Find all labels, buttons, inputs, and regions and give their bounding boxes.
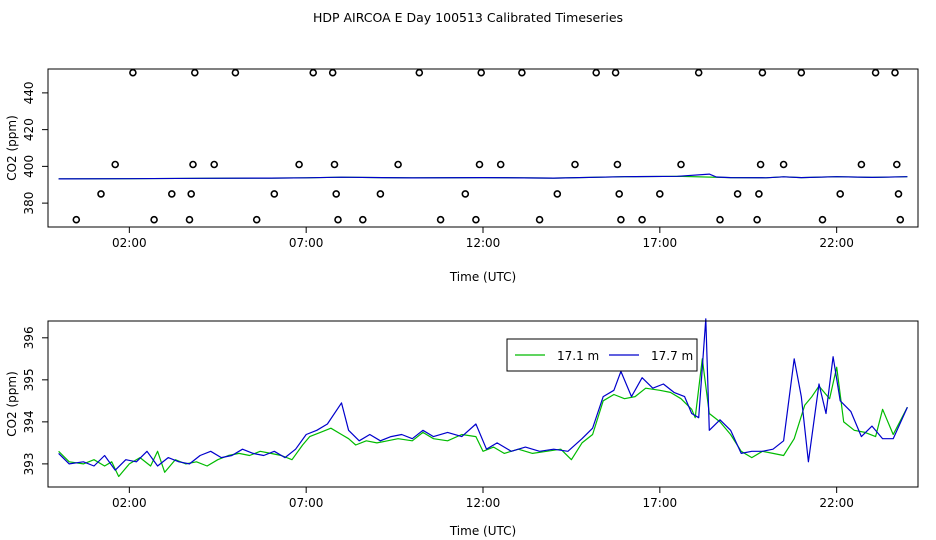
scatter-point xyxy=(617,215,625,224)
scatter-point xyxy=(756,160,765,169)
scatter-point xyxy=(328,68,337,77)
scatter-point xyxy=(252,215,261,224)
x-tick-label: 07:00 xyxy=(289,496,324,510)
legend-label-17-7m: 17.7 m xyxy=(651,349,693,363)
scatter-point xyxy=(694,68,703,77)
scatter-point xyxy=(571,160,579,169)
scatter-point xyxy=(129,68,137,77)
panel-top-y-axis-label: CO2 (ppm) xyxy=(5,115,19,181)
scatter-point xyxy=(518,68,526,77)
x-tick-label: 17:00 xyxy=(643,236,678,250)
x-tick-label: 12:00 xyxy=(466,236,501,250)
scatter-point xyxy=(779,160,788,169)
panel-top-y-axis: 380 400 420 440 xyxy=(22,81,48,215)
x-tick-label: 12:00 xyxy=(466,496,501,510)
scatter-point xyxy=(733,190,742,198)
scatter-point xyxy=(72,215,81,224)
scatter-point xyxy=(818,215,827,224)
scatter-point xyxy=(150,215,158,224)
y-tick-label: 396 xyxy=(22,326,36,349)
scatter-point xyxy=(857,160,866,169)
scatter-point xyxy=(613,160,622,169)
y-tick-label: 394 xyxy=(22,410,36,433)
scatter-point xyxy=(758,68,767,77)
scatter-point xyxy=(592,68,601,77)
scatter-point xyxy=(896,215,905,224)
legend-label-17-1m: 17.1 m xyxy=(557,349,599,363)
scatter-point xyxy=(797,68,806,77)
x-tick-label: 07:00 xyxy=(289,236,324,250)
scatter-point xyxy=(376,190,385,198)
panel-top-marks xyxy=(58,68,908,224)
scatter-point xyxy=(270,190,279,198)
scatter-point xyxy=(892,160,901,169)
scatter-point xyxy=(716,215,724,224)
scatter-point xyxy=(611,68,620,77)
scatter-point xyxy=(111,160,119,169)
y-tick-label: 400 xyxy=(22,155,36,178)
panel-top-x-axis: 02:00 07:00 12:00 17:00 22:00 xyxy=(112,227,854,250)
scatter-point xyxy=(871,68,880,77)
series-line-1-3 xyxy=(58,173,908,180)
scatter-point xyxy=(836,190,845,198)
scatter-point xyxy=(477,68,486,77)
y-tick-label: 440 xyxy=(22,81,36,104)
scatter-point xyxy=(615,190,624,198)
panel-top: 02:00 07:00 12:00 17:00 22:00 380 400 420 440 T… xyxy=(5,68,919,284)
scatter-point xyxy=(295,160,303,169)
scatter-point xyxy=(394,160,402,169)
x-tick-label: 22:00 xyxy=(819,496,854,510)
scatter-point xyxy=(475,160,484,169)
scatter-point xyxy=(436,215,445,224)
scatter-point xyxy=(210,160,218,169)
series-line-2-1 xyxy=(58,358,908,478)
y-tick-label: 420 xyxy=(22,118,36,141)
panel-bottom: 02:00 07:00 12:00 17:00 22:00 393 394 395 396 T… xyxy=(5,318,919,538)
scatter-point xyxy=(535,215,544,224)
x-tick-label: 02:00 xyxy=(112,496,147,510)
scatter-point xyxy=(415,68,424,77)
scatter-point xyxy=(330,160,339,169)
panel-bottom-y-axis-label: CO2 (ppm) xyxy=(5,371,19,437)
x-tick-label: 22:00 xyxy=(819,236,854,250)
y-tick-label: 395 xyxy=(22,368,36,391)
scatter-point xyxy=(231,68,240,77)
scatter-point xyxy=(332,190,341,198)
y-tick-label: 380 xyxy=(22,192,36,215)
scatter-point xyxy=(553,190,562,198)
x-tick-label: 17:00 xyxy=(643,496,678,510)
scatter-point xyxy=(461,190,470,198)
panel-bottom-x-axis-label: Time (UTC) xyxy=(449,524,516,538)
scatter-point xyxy=(358,215,367,224)
scatter-point xyxy=(755,190,763,198)
scatter-point xyxy=(472,215,480,224)
scatter-point xyxy=(168,190,176,198)
x-tick-label: 02:00 xyxy=(112,236,147,250)
scatter-point xyxy=(894,190,903,198)
scatter-point xyxy=(891,68,899,77)
scatter-point xyxy=(187,190,195,198)
scatter-point xyxy=(655,190,664,198)
scatter-point xyxy=(97,190,105,198)
scatter-point xyxy=(189,160,197,169)
scatter-point xyxy=(191,68,199,77)
figure-title: HDP AIRCOA E Day 100513 Calibrated Times… xyxy=(313,10,623,25)
scatter-point xyxy=(334,215,342,224)
scatter-point xyxy=(677,160,685,169)
scatter-point xyxy=(638,215,646,224)
panel-top-x-axis-label: Time (UTC) xyxy=(449,270,516,284)
series-line-2-2 xyxy=(58,318,908,471)
panel-bottom-marks xyxy=(58,318,908,478)
scatter-point xyxy=(185,215,194,224)
legend: 17.1 m 17.7 m xyxy=(506,338,698,372)
y-tick-label: 393 xyxy=(22,452,36,475)
scatter-point xyxy=(309,68,318,77)
scatter-point xyxy=(496,160,505,169)
panel-bottom-y-axis: 393 394 395 396 xyxy=(22,326,48,475)
panel-bottom-x-axis: 02:00 07:00 12:00 17:00 22:00 xyxy=(112,487,854,510)
scatter-point xyxy=(753,215,761,224)
